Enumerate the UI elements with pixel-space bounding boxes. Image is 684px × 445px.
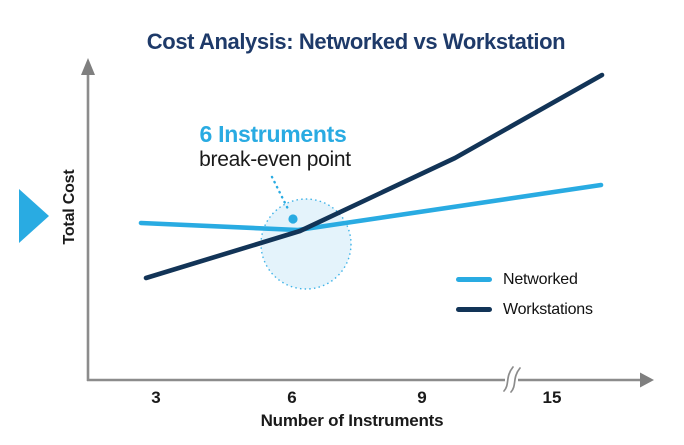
- legend-label-workstations: Workstations: [503, 300, 593, 318]
- legend-label-networked: Networked: [503, 270, 578, 288]
- y-axis-arrow-icon: [81, 58, 95, 75]
- x-tick-6: 6: [287, 388, 297, 407]
- legend-item-workstations: Workstations: [456, 301, 593, 318]
- legend: Networked Workstations: [456, 271, 593, 318]
- x-axis-break-icon: [503, 366, 521, 393]
- x-tick-15: 15: [542, 388, 562, 407]
- chart-title: Cost Analysis: Networked vs Workstation: [146, 29, 566, 54]
- legend-item-networked: Networked: [456, 271, 593, 288]
- annotation-leader-line: [270, 175, 291, 213]
- x-tick-9: 9: [417, 388, 427, 407]
- series-line-workstations: [143, 72, 605, 281]
- x-tick-3: 3: [151, 388, 161, 407]
- break-even-annotation-headline: 6 Instruments: [199, 121, 347, 147]
- x-axis-label: Number of Instruments: [260, 411, 444, 430]
- networked-line-swatch-icon: [456, 277, 492, 282]
- blue-pointer-icon: [19, 189, 49, 243]
- series-line-networked: [138, 182, 604, 233]
- y-axis-label: Total Cost: [61, 169, 78, 245]
- workstations-line-swatch-icon: [456, 307, 492, 312]
- break-even-marker-dot: [288, 214, 298, 224]
- break-even-annotation-subline: break-even point: [199, 148, 351, 171]
- x-axis-arrow-icon: [640, 372, 654, 388]
